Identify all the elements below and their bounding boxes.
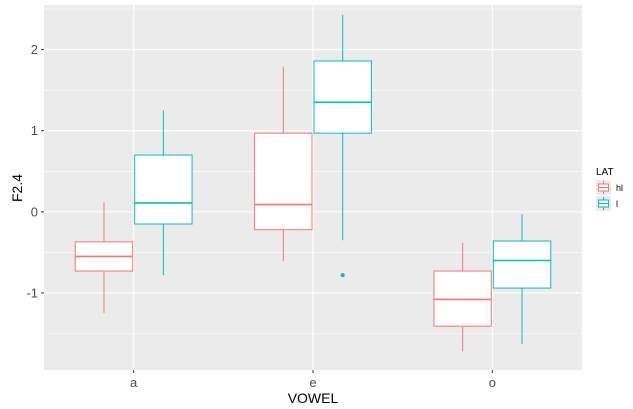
box-iqr — [492, 240, 552, 289]
legend: LAT hl l — [596, 167, 623, 211]
box-iqr — [313, 60, 372, 134]
box-iqr — [254, 132, 313, 231]
box-l-e — [313, 14, 372, 278]
y-axis-title: F2.4 — [9, 174, 25, 202]
outlier-point — [340, 273, 345, 278]
legend-label: l — [616, 199, 618, 209]
box-hl-e — [254, 66, 313, 262]
x-tick-label: e — [309, 375, 316, 390]
y-tick-label: 1 — [31, 123, 38, 138]
box-l-a — [134, 110, 193, 276]
y-tick-label: -1 — [26, 285, 38, 300]
legend-title: LAT — [596, 167, 614, 178]
box-iqr — [433, 270, 492, 327]
x-axis-title: VOWEL — [288, 390, 339, 406]
legend-label: hl — [616, 183, 623, 193]
box-hl-o — [433, 242, 492, 352]
x-tick-label: o — [489, 375, 496, 390]
box-hl-a — [74, 202, 134, 314]
y-tick-label: 0 — [31, 204, 38, 219]
y-tick-label: 2 — [31, 42, 38, 57]
box-l-o — [492, 214, 552, 345]
y-axis-ticks: -1 0 1 2 — [26, 42, 44, 300]
x-tick-label: a — [130, 375, 138, 390]
box-series — [74, 14, 552, 352]
gridlines — [44, 5, 582, 370]
box-iqr — [134, 154, 193, 225]
